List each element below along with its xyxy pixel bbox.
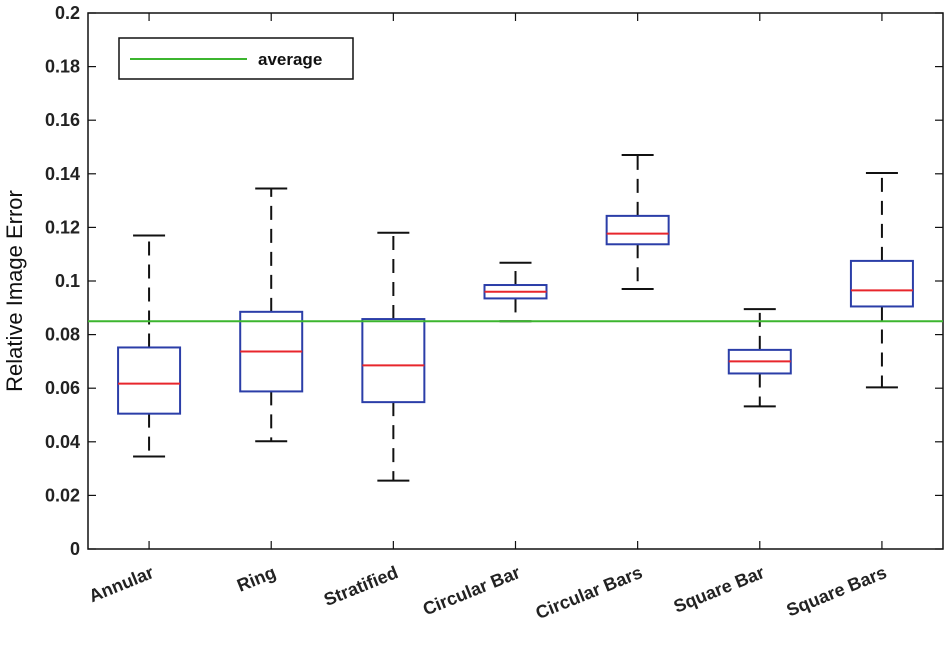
box-annular — [117, 234, 182, 458]
y-tick-label: 0 — [70, 539, 80, 559]
iqr-box — [605, 214, 670, 246]
box-series — [117, 154, 914, 482]
x-category-label: Square Bar — [671, 562, 768, 617]
box-square-bars — [849, 171, 914, 389]
y-tick-label: 0.18 — [45, 57, 80, 77]
legend-label-average: average — [258, 50, 322, 69]
x-category-label: Circular Bar — [420, 562, 523, 619]
y-tick-label: 0.08 — [45, 325, 80, 345]
iqr-box — [849, 259, 914, 308]
iqr-box — [361, 318, 426, 404]
y-tick-label: 0.14 — [45, 164, 80, 184]
x-category-label: Stratified — [321, 562, 401, 610]
x-category-label: Square Bars — [784, 562, 890, 620]
y-tick-label: 0.16 — [45, 110, 80, 130]
iqr-box — [117, 346, 182, 415]
box-circular-bar — [483, 261, 548, 323]
y-tick-label: 0.02 — [45, 485, 80, 505]
legend: average — [118, 37, 354, 80]
y-axis-ticks: 0 0.02 0.04 0.06 0.08 0.1 0.12 0.14 0.16 0.18 0.2 — [45, 3, 943, 559]
box-ring — [239, 187, 304, 443]
y-axis-title: Relative Image Error — [2, 190, 27, 392]
y-tick-label: 0.12 — [45, 217, 80, 237]
x-category-label: Circular Bars — [533, 562, 645, 623]
y-tick-label: 0.2 — [55, 3, 80, 23]
box-circular-bars — [605, 154, 670, 291]
x-axis-ticks: Annular Ring Stratified Circular Bar Circula… — [86, 13, 889, 623]
y-tick-label: 0.1 — [55, 271, 80, 291]
box-stratified — [361, 231, 426, 482]
x-category-label: Ring — [234, 562, 279, 596]
box-square-bar — [727, 308, 792, 408]
y-tick-label: 0.06 — [45, 378, 80, 398]
x-category-label: Annular — [86, 562, 157, 606]
y-tick-label: 0.04 — [45, 432, 80, 452]
